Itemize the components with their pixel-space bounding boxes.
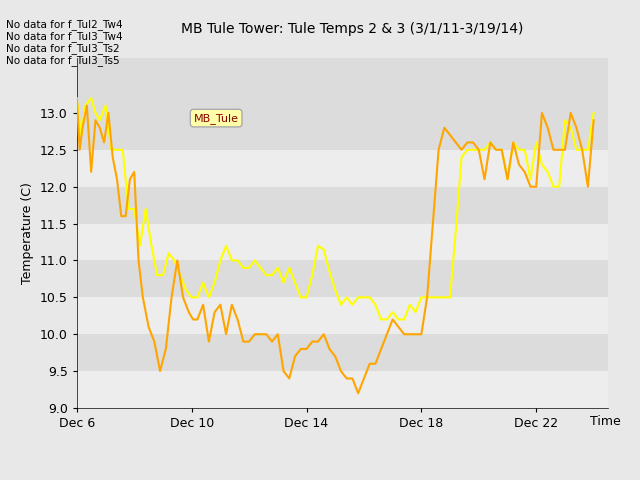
- Tul2_Ts-2: [199, 302, 207, 308]
- Tul2_Ts-2: [126, 177, 134, 182]
- Bar: [77, 113, 608, 150]
- Text: No data for f_Tul2_Tw4: No data for f_Tul2_Tw4: [6, 19, 123, 30]
- Bar: [77, 224, 608, 261]
- Tul2_Ts-8: [73, 96, 81, 101]
- Y-axis label: Temperature (C): Temperature (C): [21, 182, 35, 284]
- Tul2_Ts-8: [378, 317, 385, 323]
- Bar: [77, 150, 608, 187]
- Tul2_Ts-2: [550, 147, 557, 153]
- Text: No data for f_Tul3_Tw4: No data for f_Tul3_Tw4: [6, 31, 123, 42]
- Line: Tul2_Ts-8: Tul2_Ts-8: [77, 98, 594, 320]
- Bar: [77, 371, 608, 408]
- Bar: [77, 261, 608, 297]
- Text: MB_Tule: MB_Tule: [194, 113, 239, 123]
- Bar: [77, 334, 608, 371]
- Legend: Tul2_Ts-2, Tul2_Ts-8: Tul2_Ts-2, Tul2_Ts-8: [234, 477, 451, 480]
- Tul2_Ts-8: [458, 154, 465, 160]
- Tul2_Ts-8: [383, 317, 391, 323]
- Bar: [77, 187, 608, 224]
- Text: MB Tule Tower: Tule Temps 2 & 3 (3/1/11-3/19/14): MB Tule Tower: Tule Temps 2 & 3 (3/1/11-…: [181, 22, 523, 36]
- Line: Tul2_Ts-2: Tul2_Ts-2: [77, 98, 594, 393]
- Text: Time: Time: [590, 415, 621, 428]
- Text: No data for f_Tul3_Ts5: No data for f_Tul3_Ts5: [6, 55, 120, 66]
- Tul2_Ts-2: [320, 331, 328, 337]
- Tul2_Ts-2: [280, 368, 287, 374]
- Text: No data for f_Tul3_Ts2: No data for f_Tul3_Ts2: [6, 43, 120, 54]
- Tul2_Ts-8: [492, 147, 500, 153]
- Tul2_Ts-2: [337, 368, 345, 374]
- Tul2_Ts-8: [481, 147, 488, 153]
- Tul2_Ts-8: [486, 140, 494, 145]
- Bar: [77, 297, 608, 334]
- Tul2_Ts-2: [73, 96, 81, 101]
- Tul2_Ts-2: [355, 390, 362, 396]
- Tul2_Ts-2: [590, 118, 598, 123]
- Tul2_Ts-8: [509, 140, 517, 145]
- Tul2_Ts-8: [590, 110, 598, 116]
